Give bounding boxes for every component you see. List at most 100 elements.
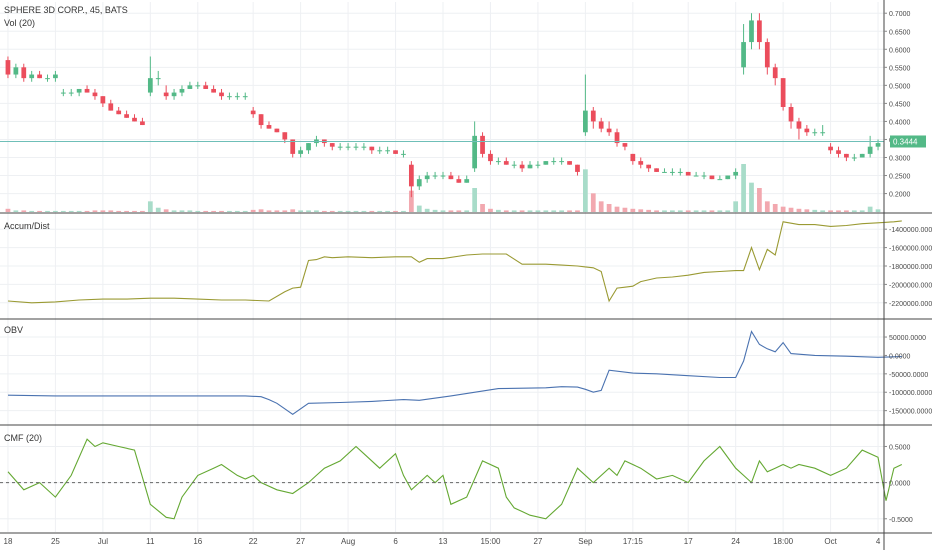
volume-bar	[749, 182, 754, 212]
y-tick-label: 0.6500	[889, 29, 911, 36]
volume-bar	[709, 210, 715, 212]
y-tick-label: 0.4500	[889, 101, 911, 108]
candle-body	[828, 146, 833, 151]
price-panel-title: SPHERE 3D CORP., 45, BATS	[4, 5, 128, 15]
x-tick-label: 17:15	[623, 537, 644, 546]
volume-bar	[242, 210, 248, 212]
x-tick-label: Jul	[98, 537, 108, 546]
candle-body	[725, 175, 731, 180]
volume-bar	[701, 210, 707, 212]
volume-bar	[195, 210, 201, 212]
candle-body	[717, 179, 723, 181]
candle-body	[511, 164, 517, 166]
volume-bar	[583, 169, 588, 212]
x-tick-label: 18:00	[773, 537, 794, 546]
volume-bar	[511, 210, 517, 212]
volume-bar	[677, 210, 683, 212]
candle-body	[709, 175, 715, 180]
candle-body	[464, 179, 470, 183]
y-tick-label: 0.2000	[889, 192, 911, 199]
volume-bar	[685, 210, 691, 212]
volume-bar	[606, 204, 612, 212]
volume-bar	[543, 210, 549, 212]
candle-body	[875, 143, 881, 147]
candle-body	[614, 132, 620, 144]
candle-body	[100, 96, 106, 104]
candle-body	[108, 103, 114, 111]
candle-body	[234, 96, 240, 98]
volume-bar	[796, 208, 802, 212]
candle-body	[377, 150, 383, 152]
x-tick-label: Oct	[824, 537, 837, 546]
candle-body	[116, 110, 122, 115]
candle-body	[480, 135, 485, 154]
volume-bar	[741, 164, 746, 212]
x-tick-label: 16	[193, 537, 202, 546]
volume-bar	[45, 210, 50, 212]
current-price-tag	[890, 135, 926, 148]
candle-body	[155, 78, 161, 80]
volume-bar	[408, 190, 414, 212]
volume-bar	[598, 201, 604, 212]
y-tick-label: -0.5000	[889, 517, 913, 524]
candle-body	[567, 161, 572, 165]
x-tick-label: Aug	[341, 537, 355, 546]
volume-bar	[535, 210, 541, 212]
x-tick-label: 11	[146, 537, 155, 546]
candle-body	[266, 125, 272, 129]
y-tick-label: -1400000.0000	[889, 227, 932, 234]
volume-bar	[219, 210, 224, 212]
candle-body	[163, 92, 169, 97]
candle-body	[21, 67, 27, 79]
volume-bar	[361, 210, 367, 212]
volume-bar	[298, 210, 303, 212]
y-tick-label: 0.5500	[889, 65, 911, 72]
candle-body	[227, 96, 232, 98]
y-tick-label: 0.2500	[889, 174, 911, 181]
volume-bar	[772, 204, 778, 212]
volume-bar	[503, 210, 509, 212]
candle-body	[274, 128, 280, 133]
volume-bar	[836, 210, 841, 212]
volume-bar	[867, 206, 873, 212]
volume-bar	[250, 209, 256, 212]
volume-bar	[21, 210, 27, 212]
candle-body	[290, 139, 296, 154]
volume-bar	[124, 210, 129, 212]
candle-body	[733, 171, 739, 176]
y-tick-label: 0.0000	[889, 481, 911, 488]
cmf-line	[7, 438, 903, 520]
y-tick-label: 0.0000	[889, 353, 911, 360]
candle-body	[836, 150, 841, 154]
y-tick-label: 50000.0000	[889, 335, 926, 342]
candle-body	[258, 114, 264, 126]
volume-bar	[266, 210, 272, 212]
volume-layer	[5, 164, 881, 212]
candle-body	[606, 128, 612, 133]
volume-bar	[321, 210, 327, 212]
candle-body	[68, 92, 74, 94]
y-tick-label: -1800000.0000	[889, 264, 932, 271]
candle-body	[345, 146, 351, 148]
x-tick-label: 27	[296, 537, 305, 546]
volume-bar	[440, 210, 446, 212]
candle-body	[551, 161, 557, 163]
volume-bar	[92, 210, 98, 212]
volume-bar	[733, 201, 739, 212]
volume-bar	[187, 210, 193, 212]
volume-bar	[171, 210, 177, 212]
candle-body	[448, 175, 454, 180]
candle-body	[535, 164, 541, 166]
candle-body	[298, 150, 303, 154]
candle-body	[519, 164, 525, 169]
volume-bar	[68, 210, 74, 212]
x-tick-label: 6	[393, 537, 398, 546]
volume-bar	[140, 210, 145, 212]
volume-bar	[488, 208, 493, 212]
candle-body	[757, 20, 762, 43]
volume-bar	[575, 210, 580, 212]
volume-bar	[630, 208, 636, 212]
volume-bar	[345, 210, 351, 212]
